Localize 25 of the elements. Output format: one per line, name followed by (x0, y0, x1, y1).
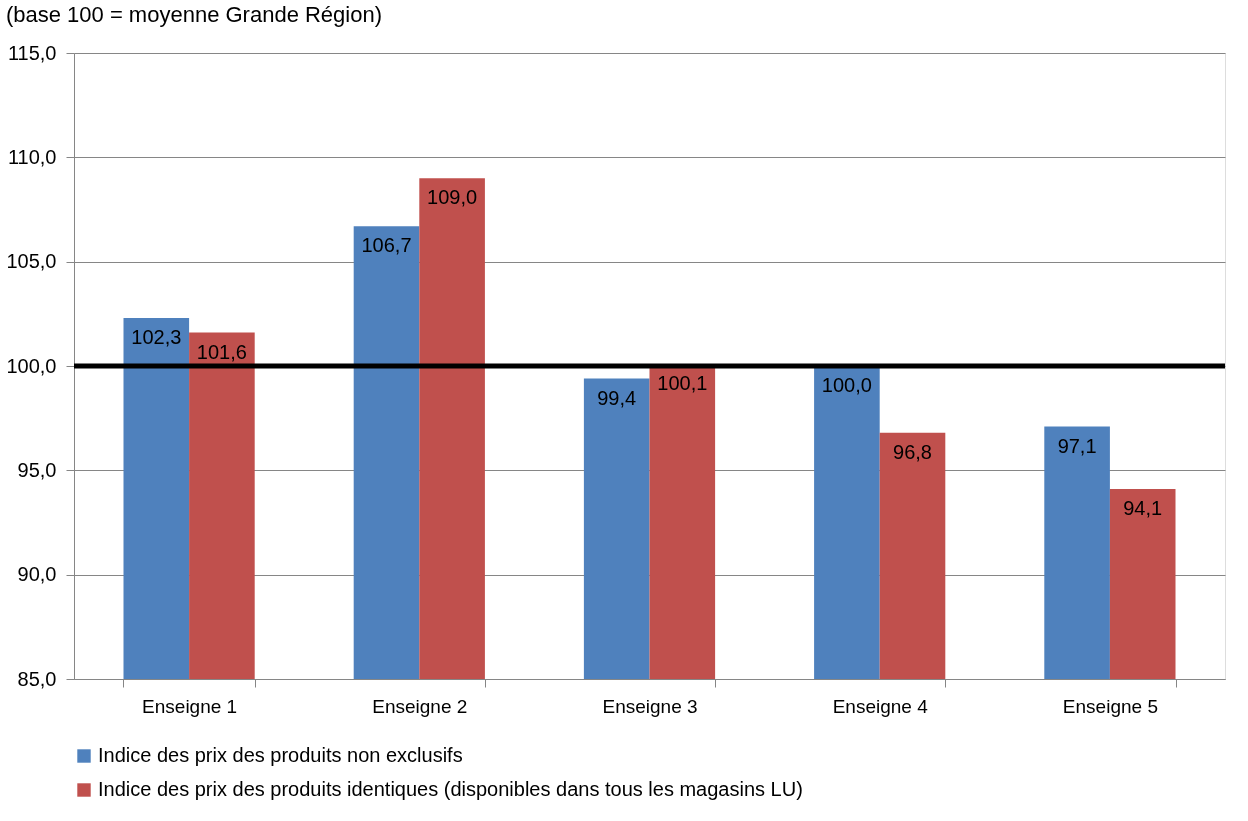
data-label: 102,3 (131, 326, 182, 349)
x-tick-label: Enseigne 5 (1062, 695, 1158, 717)
y-tick-label: 95,0 (17, 458, 57, 481)
y-tick-label: 110,0 (7, 145, 57, 168)
data-label: 101,6 (196, 340, 247, 363)
data-label: 100,0 (821, 374, 872, 396)
data-label: 100,1 (657, 371, 708, 394)
data-label: 99,4 (597, 386, 637, 409)
y-tick-label: 90,0 (17, 563, 57, 586)
y-tick-label: 100,0 (6, 354, 57, 377)
y-tick-label: 105,0 (6, 250, 57, 273)
data-label: 106,7 (361, 234, 412, 257)
x-tick-label: Enseigne 4 (832, 695, 929, 717)
chart-title: (base 100 = moyenne Grande Région) (5, 2, 383, 27)
data-label: 109,0 (427, 186, 478, 209)
y-tick-label: 115,0 (7, 41, 57, 64)
legend-label: Indice des prix des produits identiques (disponibles dans tous les magasins LU) (98, 778, 803, 800)
data-label: 94,1 (1123, 497, 1163, 520)
x-tick-label: Enseigne 3 (602, 695, 698, 717)
data-label: 97,1 (1057, 434, 1097, 457)
x-tick-label: Enseigne 1 (142, 695, 238, 717)
x-tick-label: Enseigne 2 (372, 695, 468, 717)
data-label: 96,8 (893, 440, 932, 463)
legend-label: Indice des prix des produits non exclusifs (98, 744, 463, 766)
y-tick-label: 85,0 (17, 667, 57, 690)
